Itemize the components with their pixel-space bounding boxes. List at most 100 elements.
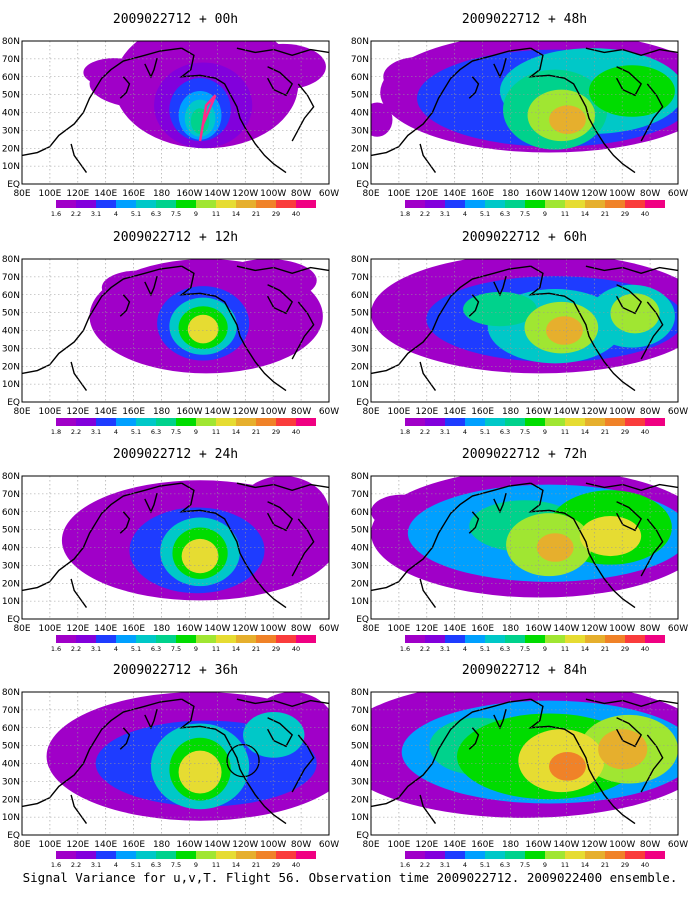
colorbar-label: 6.3	[151, 428, 161, 436]
x-tick-label: 120W	[232, 189, 258, 199]
colorbar-swatch	[645, 635, 665, 643]
colorbar-swatch	[605, 200, 625, 208]
coastline	[22, 698, 182, 808]
coastline	[70, 578, 88, 608]
colorbar: 1.6 2.2 3.1 4 5.1 6.3 7.5 9 11 14 21 29 40	[400, 851, 665, 869]
forecast-panel: 2009022712 + 00h 80E 100E 120E 140E 160E 180 16…	[2, 12, 339, 218]
x-tick-label: 160W	[525, 407, 551, 417]
colorbar-label: 5.1	[480, 861, 490, 869]
coastline	[468, 511, 480, 534]
x-tick-label: 60W	[319, 407, 339, 417]
colorbar-label: 7.5	[171, 645, 181, 653]
colorbar-swatch	[236, 200, 256, 208]
x-tick-label: 160W	[525, 840, 551, 850]
colorbar-label: 40	[292, 428, 300, 436]
x-tick-label: 120E	[66, 407, 89, 417]
colorbar-label: 14	[581, 861, 589, 869]
colorbar-swatch	[216, 200, 236, 208]
colorbar-swatch	[116, 635, 136, 643]
x-tick-label: 100E	[387, 407, 410, 417]
colorbar-label: 40	[641, 645, 649, 653]
coastlines	[22, 482, 329, 609]
colorbar-label: 7.5	[520, 645, 530, 653]
coastline	[236, 47, 329, 57]
colorbar-swatch	[296, 851, 316, 859]
colorbar-swatch	[425, 851, 445, 859]
panel-title: 2009022712 + 12h	[113, 230, 238, 245]
coastline	[179, 482, 287, 609]
x-tick-label: 100E	[38, 840, 61, 850]
colorbar-label: 1.6	[400, 861, 410, 869]
colorbar-label: 14	[232, 210, 240, 218]
x-tick-label: 180	[153, 624, 170, 634]
coastline	[528, 265, 636, 392]
colorbar-label: 5.1	[480, 645, 490, 653]
coastlines	[22, 47, 329, 174]
y-tick-label: 70N	[2, 55, 20, 65]
coastline	[266, 66, 294, 97]
colorbar-swatch	[445, 851, 465, 859]
y-tick-label: 20N	[351, 144, 369, 154]
coastlines	[371, 265, 678, 392]
x-tick-label: 140E	[443, 624, 466, 634]
x-tick-label: 120W	[581, 189, 607, 199]
colorbar-swatch	[425, 635, 445, 643]
colorbar-swatch	[276, 418, 296, 426]
forecast-panel: 2009022712 + 12h 80E 100E 120E 140E 160E 180 16…	[2, 230, 339, 436]
y-tick-label: 60N	[2, 291, 20, 301]
coastlines	[22, 698, 329, 825]
colorbar-swatch	[485, 635, 505, 643]
colorbar-swatch	[425, 418, 445, 426]
y-tick-label: 80N	[2, 255, 20, 265]
coastline	[119, 294, 131, 317]
coastline	[493, 57, 507, 79]
colorbar-swatch	[605, 635, 625, 643]
coastline	[291, 734, 315, 793]
colorbar-label: 21	[601, 210, 609, 218]
x-tick-label: 120E	[66, 189, 89, 199]
coastline	[179, 698, 287, 825]
coastline	[615, 501, 643, 532]
y-tick-label: 20N	[2, 795, 20, 805]
colorbar-label: 9	[543, 861, 547, 869]
x-tick-label: 120W	[581, 624, 607, 634]
colorbar-swatch	[196, 635, 216, 643]
colorbar-swatch	[485, 851, 505, 859]
y-tick-label: 60N	[2, 73, 20, 83]
y-tick-label: 60N	[2, 724, 20, 734]
colorbar-swatch	[425, 200, 445, 208]
x-tick-label: 80E	[362, 624, 379, 634]
x-tick-label: 100W	[609, 407, 635, 417]
colorbar-swatch	[525, 851, 545, 859]
colorbar-label: 3.1	[91, 210, 101, 218]
colorbar-label: 29	[621, 645, 629, 653]
colorbar-swatch	[485, 418, 505, 426]
x-tick-label: 120E	[415, 840, 438, 850]
y-tick-label: 60N	[2, 508, 20, 518]
x-tick-label: 140E	[94, 189, 117, 199]
x-tick-label: 160E	[122, 189, 145, 199]
colorbar-label: 7.5	[171, 428, 181, 436]
y-tick-label: 80N	[351, 37, 369, 47]
forecast-panel: 2009022712 + 24h 80E 100E 120E 140E 160E 180 16…	[2, 447, 339, 653]
colorbar-label: 6.3	[151, 210, 161, 218]
y-tick-label: EQ	[356, 180, 369, 190]
coastline	[236, 265, 329, 275]
y-tick-label: 30N	[351, 561, 369, 571]
y-tick-label: 10N	[2, 380, 20, 390]
colorbar-swatch	[625, 200, 645, 208]
x-tick-label: 120E	[415, 407, 438, 417]
colorbar-label: 11	[561, 645, 569, 653]
colorbar-label: 14	[581, 210, 589, 218]
colorbar-swatch	[565, 418, 585, 426]
coastline	[70, 143, 88, 173]
y-tick-label: 30N	[2, 126, 20, 136]
colorbar-swatch	[605, 418, 625, 426]
x-tick-label: 100W	[260, 407, 286, 417]
y-tick-label: 50N	[2, 91, 20, 101]
colorbar-label: 21	[252, 210, 260, 218]
y-tick-label: 60N	[351, 73, 369, 83]
x-tick-label: 120W	[232, 407, 258, 417]
coastline	[70, 361, 88, 391]
